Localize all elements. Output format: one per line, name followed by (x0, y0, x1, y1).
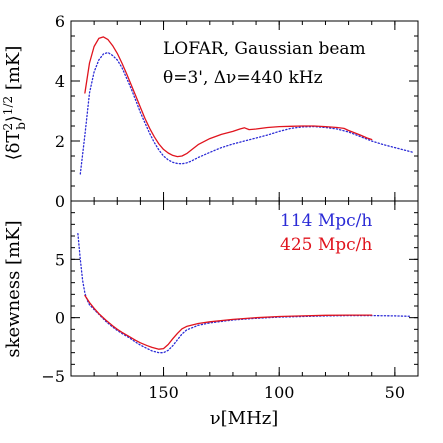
y-axis-label-bottom: skewness [mK] (3, 220, 24, 357)
bottom-panel: 114 Mpc/h 425 Mpc/h ν[MHz] skewness [mK]… (3, 200, 419, 429)
x-tick-label: 50 (385, 383, 405, 402)
series-line-425-mpc-h (84, 294, 373, 350)
y-axis-label-top-sub: b (14, 122, 28, 130)
annotation-beam: LOFAR, Gaussian beam (163, 39, 366, 59)
y-axis-label-top-sup: 2 (1, 123, 15, 131)
y-axis-label-top-unit: [mK] (3, 46, 24, 96)
annotation-params: θ=3', Δν=440 kHz (163, 68, 323, 88)
y-axis-label-top-group: ⟨δT2b⟩1/2 [mK] (1, 46, 28, 161)
y-tick-label: 0 (55, 192, 65, 211)
x-tick-label: 100 (264, 383, 295, 402)
y-axis-label-top: ⟨δT2b⟩1/2 [mK] (1, 46, 28, 161)
top-panel: LOFAR, Gaussian beam θ=3', Δν=440 kHz 0 2… (55, 12, 419, 211)
plot-frame-1 (70, 200, 419, 377)
series-line-425-mpc-h (84, 36, 373, 158)
y-tick-label: 2 (55, 132, 65, 151)
y-tick-label: 4 (55, 72, 65, 91)
series-line-114-mpc-h (79, 51, 415, 175)
y-axis-label-top-bracket: ⟩ (3, 115, 24, 122)
legend-label-425: 425 Mpc/h (280, 235, 372, 255)
legend-label-114: 114 Mpc/h (280, 211, 372, 231)
y-tick-label: −5 (41, 367, 65, 386)
y-tick-label: 0 (55, 309, 65, 328)
y-axis-label-top-exp: 1/2 (1, 96, 15, 115)
y-tick-label: 6 (55, 12, 65, 31)
x-axis-label: ν[MHz] (210, 408, 279, 429)
y-axis-label-top-text: ⟨δT (3, 131, 24, 161)
x-tick-label: 150 (148, 383, 179, 402)
y-tick-label: 5 (55, 250, 65, 269)
